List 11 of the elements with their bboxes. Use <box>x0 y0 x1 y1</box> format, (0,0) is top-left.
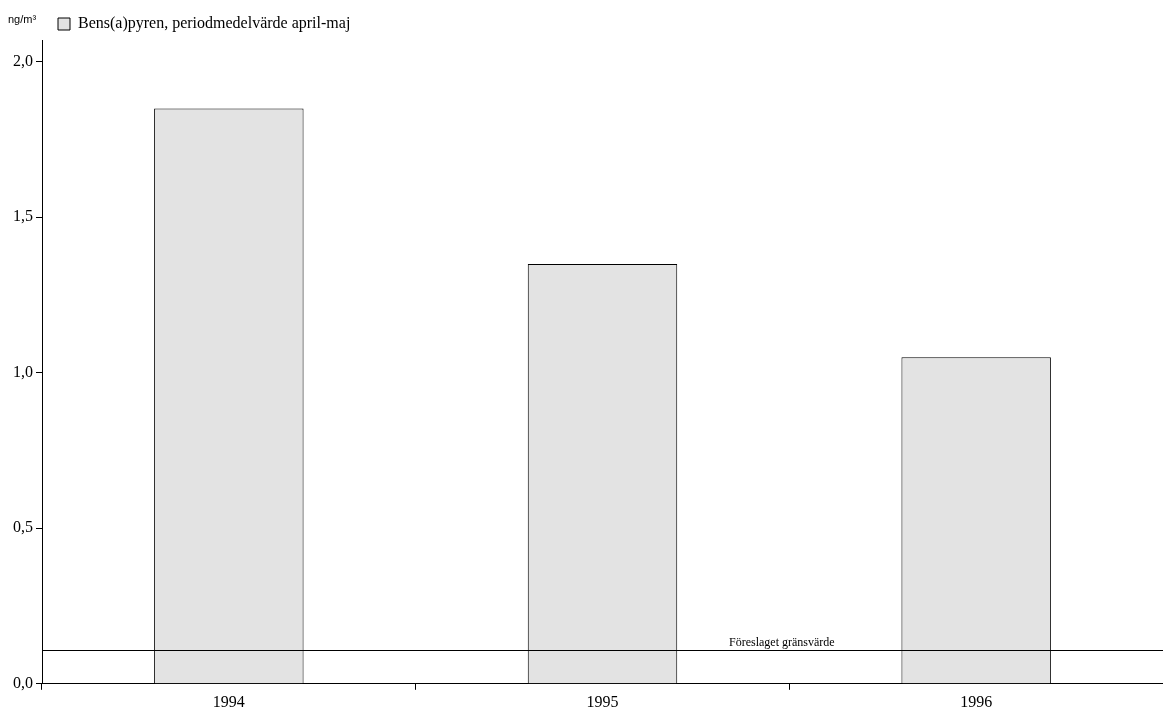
y-axis-title: ng/m³ <box>8 13 37 26</box>
y-tick-label: 1,5 <box>13 207 33 225</box>
y-tick-label: 0,0 <box>13 674 33 691</box>
x-tick-label: 1996 <box>960 692 993 710</box>
x-tick-label: 1994 <box>212 692 245 710</box>
y-tick-label: 0,5 <box>13 518 33 536</box>
legend-label: Bens(a)pyren, periodmedelvärde april-maj <box>78 14 351 33</box>
y-tick-label: 2,0 <box>13 51 33 69</box>
x-tick-label: 1995 <box>586 692 619 710</box>
y-tick-label: 1,0 <box>13 362 33 380</box>
ref-line-label: Föreslaget gränsvärde <box>729 634 835 649</box>
